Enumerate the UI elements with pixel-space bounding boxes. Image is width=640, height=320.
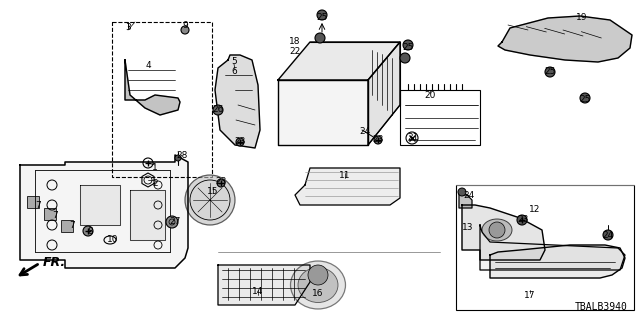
Circle shape [308,265,328,285]
Circle shape [217,179,225,187]
Circle shape [315,33,325,43]
Text: 9: 9 [182,20,188,29]
Text: 14: 14 [252,287,264,297]
Circle shape [400,53,410,63]
Text: 10: 10 [108,236,119,244]
Bar [27,196,39,208]
Circle shape [403,40,413,50]
Text: 6: 6 [231,68,237,76]
Text: 19: 19 [576,13,588,22]
Polygon shape [490,245,625,278]
Text: 11: 11 [339,171,351,180]
Text: 18: 18 [289,37,301,46]
Ellipse shape [291,261,346,309]
Circle shape [83,226,93,236]
Circle shape [181,26,189,34]
Polygon shape [215,55,260,148]
Polygon shape [459,192,472,208]
Polygon shape [278,42,400,80]
Text: 22: 22 [289,47,301,57]
Text: 15: 15 [207,187,219,196]
Polygon shape [80,185,120,225]
Text: 17: 17 [524,291,536,300]
Text: 28: 28 [176,150,188,159]
Circle shape [580,93,590,103]
Polygon shape [295,168,400,205]
Circle shape [603,230,613,240]
Text: 5: 5 [231,58,237,67]
Text: 8: 8 [87,228,93,236]
Text: 4: 4 [145,60,151,69]
Text: 25: 25 [403,44,413,52]
Text: 21: 21 [407,133,419,142]
Text: 24: 24 [602,230,614,239]
Text: 23: 23 [372,135,384,145]
Text: 25: 25 [316,13,328,22]
Text: 24: 24 [463,190,475,199]
Circle shape [517,215,527,225]
Text: 24: 24 [360,127,371,137]
Polygon shape [218,265,310,305]
Circle shape [166,216,178,228]
Text: 2: 2 [152,179,158,188]
Polygon shape [480,225,625,270]
Bar [400,90,480,145]
Text: 23: 23 [215,178,227,187]
Text: FR.: FR. [43,257,66,269]
Text: 12: 12 [529,205,541,214]
Text: 1: 1 [152,164,158,172]
Circle shape [545,67,555,77]
Ellipse shape [482,219,512,241]
Text: 25: 25 [544,68,556,76]
Circle shape [213,105,223,115]
Text: 7: 7 [69,220,75,229]
Bar [456,185,634,310]
Circle shape [317,10,327,20]
Circle shape [175,155,181,161]
Polygon shape [462,205,545,260]
Text: 23: 23 [517,215,529,225]
Text: 3: 3 [125,22,131,31]
Text: 7: 7 [52,211,58,220]
Bar [112,22,212,177]
Polygon shape [130,190,165,240]
Bar [44,208,56,220]
Text: 7: 7 [35,201,41,210]
Ellipse shape [185,175,235,225]
Polygon shape [278,80,368,145]
Text: 26: 26 [212,106,224,115]
Text: TBALB3940: TBALB3940 [575,302,628,312]
Polygon shape [20,155,188,268]
Bar [61,220,73,232]
Ellipse shape [298,268,338,302]
Polygon shape [498,16,632,62]
Text: 20: 20 [424,91,436,100]
Circle shape [374,136,382,144]
Text: 23: 23 [234,138,246,147]
Circle shape [489,222,505,238]
Polygon shape [125,60,180,115]
Text: 25: 25 [579,95,591,105]
Circle shape [458,188,466,196]
Text: 13: 13 [462,223,474,233]
Polygon shape [368,42,400,145]
Circle shape [236,138,244,146]
Text: 16: 16 [312,290,324,299]
Text: 27: 27 [170,218,180,227]
